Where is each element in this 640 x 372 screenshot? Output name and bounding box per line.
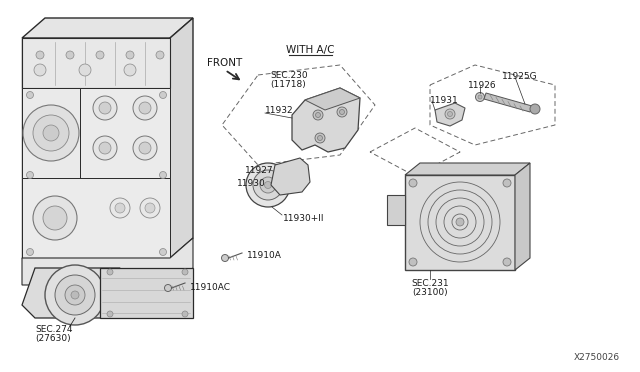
Polygon shape — [22, 178, 170, 258]
Circle shape — [159, 92, 166, 99]
Circle shape — [139, 102, 151, 114]
Circle shape — [182, 269, 188, 275]
Polygon shape — [22, 238, 193, 285]
Polygon shape — [405, 175, 515, 270]
Polygon shape — [515, 163, 530, 270]
Circle shape — [115, 203, 125, 213]
Circle shape — [503, 258, 511, 266]
Polygon shape — [22, 88, 80, 178]
Circle shape — [124, 64, 136, 76]
Text: 11927: 11927 — [245, 166, 274, 174]
Circle shape — [45, 265, 105, 325]
Circle shape — [140, 198, 160, 218]
Circle shape — [159, 171, 166, 179]
Circle shape — [316, 112, 321, 118]
Polygon shape — [22, 268, 120, 318]
Circle shape — [145, 203, 155, 213]
Polygon shape — [170, 18, 193, 258]
Circle shape — [260, 177, 276, 193]
Polygon shape — [22, 38, 170, 88]
Circle shape — [65, 285, 85, 305]
Circle shape — [253, 170, 283, 200]
Text: 11931: 11931 — [430, 96, 459, 105]
Text: WITH A/C: WITH A/C — [285, 45, 334, 55]
Circle shape — [156, 51, 164, 59]
Text: 11932: 11932 — [265, 106, 294, 115]
Circle shape — [33, 196, 77, 240]
Text: 11926: 11926 — [468, 80, 497, 90]
Circle shape — [133, 96, 157, 120]
Circle shape — [164, 285, 172, 292]
Circle shape — [221, 254, 228, 262]
Circle shape — [26, 92, 33, 99]
Circle shape — [33, 115, 69, 151]
Polygon shape — [80, 88, 170, 178]
Polygon shape — [271, 158, 310, 195]
Polygon shape — [484, 93, 532, 112]
Text: 11910A: 11910A — [247, 250, 282, 260]
Circle shape — [36, 51, 44, 59]
Circle shape — [43, 125, 59, 141]
Circle shape — [530, 104, 540, 114]
Circle shape — [133, 136, 157, 160]
Circle shape — [93, 136, 117, 160]
Polygon shape — [22, 18, 193, 38]
Circle shape — [476, 93, 484, 102]
Polygon shape — [305, 88, 360, 110]
Circle shape — [409, 258, 417, 266]
Text: FRONT: FRONT — [207, 58, 243, 68]
Circle shape — [315, 133, 325, 143]
Circle shape — [79, 64, 91, 76]
Circle shape — [99, 102, 111, 114]
Circle shape — [339, 109, 344, 115]
Circle shape — [107, 311, 113, 317]
Text: SEC.230: SEC.230 — [270, 71, 308, 80]
Polygon shape — [22, 38, 170, 258]
Circle shape — [43, 206, 67, 230]
Polygon shape — [435, 103, 465, 126]
Circle shape — [182, 311, 188, 317]
Circle shape — [26, 248, 33, 256]
Circle shape — [478, 95, 482, 99]
Circle shape — [93, 96, 117, 120]
Polygon shape — [100, 268, 193, 318]
Text: (23100): (23100) — [412, 288, 448, 296]
Text: 11925G: 11925G — [502, 71, 538, 80]
Polygon shape — [387, 195, 405, 225]
Circle shape — [447, 112, 452, 116]
Text: 11930+II: 11930+II — [283, 214, 324, 222]
Circle shape — [107, 269, 113, 275]
Circle shape — [313, 110, 323, 120]
Text: 11910AC: 11910AC — [190, 283, 231, 292]
Circle shape — [445, 109, 455, 119]
Polygon shape — [292, 88, 360, 152]
Circle shape — [110, 198, 130, 218]
Circle shape — [246, 163, 290, 207]
Circle shape — [409, 179, 417, 187]
Text: X2750026: X2750026 — [574, 353, 620, 362]
Circle shape — [126, 51, 134, 59]
Circle shape — [337, 107, 347, 117]
Text: SEC.231: SEC.231 — [411, 279, 449, 288]
Circle shape — [159, 248, 166, 256]
Circle shape — [317, 135, 323, 141]
Circle shape — [99, 142, 111, 154]
Text: (11718): (11718) — [270, 80, 306, 89]
Circle shape — [26, 171, 33, 179]
Polygon shape — [405, 163, 530, 175]
Circle shape — [23, 105, 79, 161]
Circle shape — [503, 179, 511, 187]
Text: SEC.274: SEC.274 — [35, 326, 72, 334]
Circle shape — [55, 275, 95, 315]
Circle shape — [264, 182, 271, 189]
Text: 11930: 11930 — [237, 179, 266, 187]
Circle shape — [71, 291, 79, 299]
Circle shape — [34, 64, 46, 76]
Text: (27630): (27630) — [35, 334, 70, 343]
Circle shape — [66, 51, 74, 59]
Circle shape — [456, 218, 464, 226]
Circle shape — [139, 142, 151, 154]
Circle shape — [96, 51, 104, 59]
